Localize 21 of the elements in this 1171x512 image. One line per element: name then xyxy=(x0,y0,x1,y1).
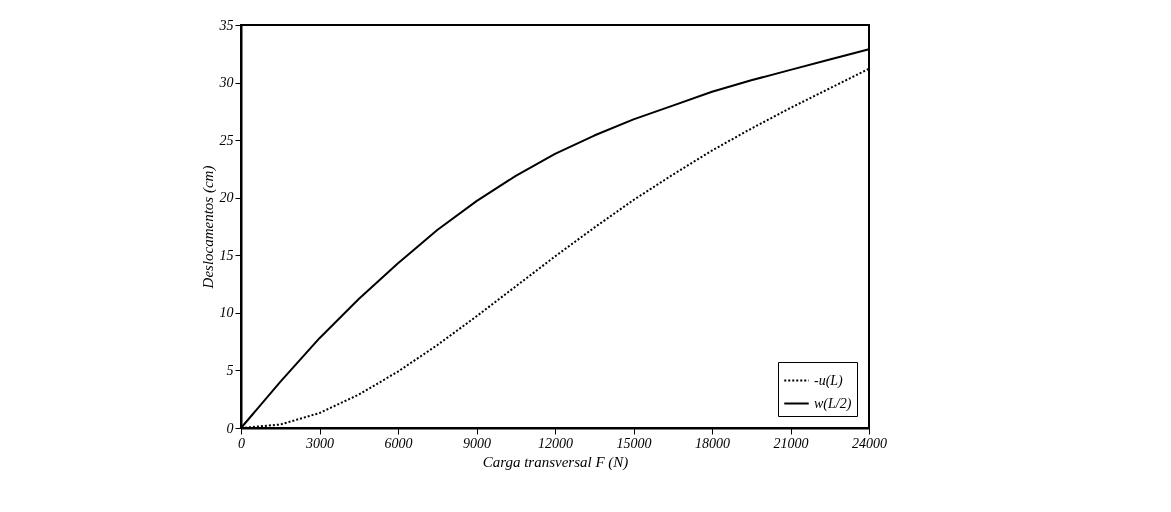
x-tick-label: 18000 xyxy=(695,435,730,451)
x-tick-label: 15000 xyxy=(616,435,652,451)
y-tick-label: 0 xyxy=(226,420,234,436)
x-tick-label: 12000 xyxy=(538,435,573,451)
x-tick-label: 6000 xyxy=(384,435,413,451)
x-tick-label: 21000 xyxy=(773,435,809,451)
y-tick-label: 35 xyxy=(218,17,234,33)
y-tick-label: 25 xyxy=(219,132,234,148)
legend-label: w(L/2) xyxy=(814,395,852,412)
x-axis-title: Carga transversal F (N) xyxy=(482,453,629,471)
y-tick-label: 10 xyxy=(219,305,234,321)
y-tick-label: 5 xyxy=(226,362,234,378)
x-tick-label: 0 xyxy=(238,435,245,451)
y-tick-label: 30 xyxy=(218,75,234,91)
x-tick-label: 3000 xyxy=(305,435,334,451)
x-tick-label: 9000 xyxy=(463,435,491,451)
y-tick-label: 20 xyxy=(219,190,234,206)
y-axis-title: Deslocamentos (cm) xyxy=(199,165,217,290)
y-tick-label: 15 xyxy=(219,247,234,263)
x-tick-label: 24000 xyxy=(852,435,887,451)
legend-label: -u(L) xyxy=(814,372,844,389)
